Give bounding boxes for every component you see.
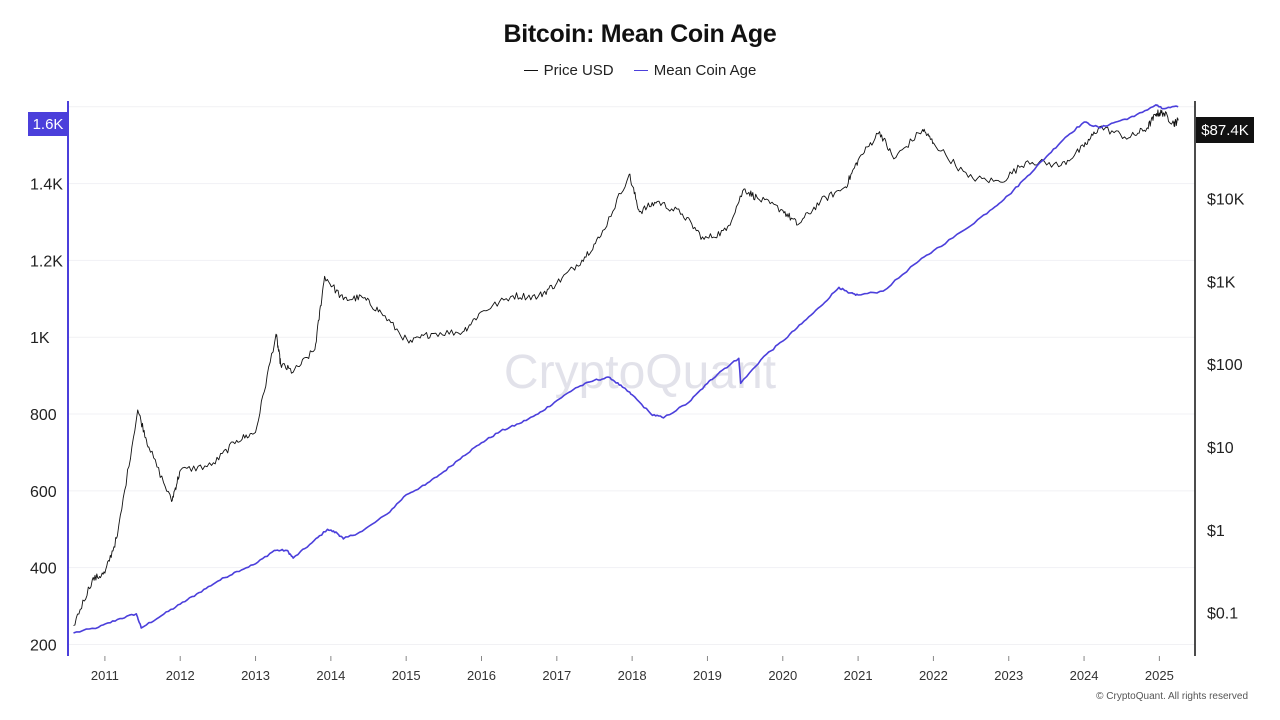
x-tick-label: 2016 [467, 668, 496, 683]
grid [68, 106, 1195, 645]
right-tick-label: $100 [1207, 357, 1243, 374]
legend-label-price: Price USD [543, 62, 614, 79]
right-axis-ticks: $0.1 $1 $10 $100 $1K $10K [1207, 191, 1245, 622]
x-tick-label: 2018 [618, 668, 647, 683]
x-tick-label: 2023 [994, 668, 1023, 683]
x-axis-ticks: 2011 2012 2013 2014 2015 2016 2017 2018 2019 2020… [91, 656, 1174, 683]
x-tick-label: 2014 [316, 668, 345, 683]
current-age-label: 1.6K [33, 116, 64, 133]
x-tick-label: 2024 [1070, 668, 1099, 683]
left-tick-label: 1K [30, 330, 50, 347]
left-tick-label: 200 [30, 637, 57, 654]
legend-swatch-price [523, 69, 538, 71]
left-tick-label: 800 [30, 407, 57, 424]
legend-item-mean-coin-age[interactable]: Mean Coin Age [633, 62, 757, 79]
right-tick-label: $1K [1207, 274, 1236, 291]
x-tick-label: 2022 [919, 668, 948, 683]
x-tick-label: 2011 [91, 668, 119, 683]
copyright-notice: © CryptoQuant. All rights reserved [1096, 691, 1248, 702]
current-age-badge: 1.6K [28, 112, 68, 136]
left-axis-ticks: 200 400 600 800 1K 1.2K 1.4K [30, 177, 63, 655]
right-tick-label: $1 [1207, 523, 1225, 540]
x-tick-label: 2019 [693, 668, 722, 683]
x-tick-label: 2021 [844, 668, 873, 683]
current-price-label: $87.4K [1201, 122, 1249, 139]
right-tick-label: $10K [1207, 191, 1245, 208]
legend-label-mean-coin-age: Mean Coin Age [653, 62, 757, 79]
x-tick-label: 2017 [542, 668, 571, 683]
x-tick-label: 2020 [768, 668, 797, 683]
x-tick-label: 2025 [1145, 668, 1174, 683]
mean-coin-age-series-line[interactable] [73, 104, 1179, 634]
left-tick-label: 400 [30, 561, 57, 578]
x-tick-label: 2012 [166, 668, 195, 683]
price-usd-series-line[interactable] [73, 109, 1179, 626]
left-tick-label: 600 [30, 484, 57, 501]
current-price-badge: $87.4K [1196, 117, 1254, 143]
chart-title: Bitcoin: Mean Coin Age [503, 20, 777, 48]
left-tick-label: 1.2K [30, 253, 63, 270]
right-tick-label: $0.1 [1207, 606, 1238, 623]
legend: Price USD Mean Coin Age [0, 62, 1280, 79]
legend-swatch-mean-coin-age [633, 69, 648, 71]
right-tick-label: $10 [1207, 440, 1234, 457]
left-tick-label: 1.4K [30, 177, 63, 194]
legend-item-price[interactable]: Price USD [523, 62, 614, 79]
x-tick-label: 2013 [241, 668, 270, 683]
x-tick-label: 2015 [392, 668, 421, 683]
